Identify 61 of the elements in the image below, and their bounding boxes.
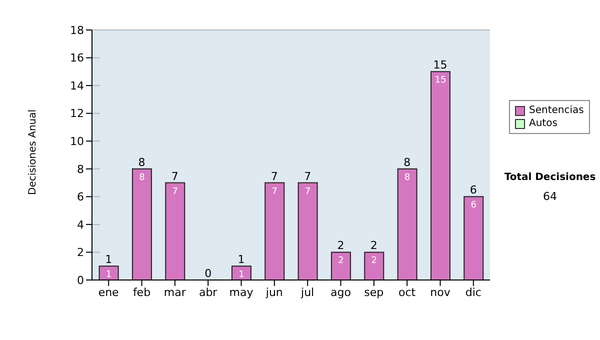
y-tick-label: 2 [77,246,84,260]
data-label: 8 [139,172,146,183]
x-tick-label: may [229,286,254,299]
total-label: 8 [138,156,146,169]
total-label: 7 [304,170,312,183]
total-label: 7 [171,170,178,183]
total-label: 2 [370,239,378,252]
data-label: 1 [106,270,112,280]
bar [464,196,484,280]
total-label: 0 [204,267,212,280]
bar [364,252,384,280]
y-tick-label: 6 [77,190,84,204]
data-label: 7 [172,186,178,197]
data-label: 15 [434,76,446,86]
x-tick-label: oct [398,286,416,299]
bar [231,266,252,280]
data-label: 2 [338,256,344,266]
x-tick-label: dic [465,286,482,299]
x-tick-label: jul [300,286,314,299]
bar [132,168,152,280]
y-tick-label: 8 [77,162,84,176]
x-tick-label: jun [264,286,283,299]
y-tick-label: 12 [70,107,84,120]
bar [165,182,186,280]
total-label: 1 [105,253,112,266]
data-label: 7 [272,186,278,197]
data-label: 6 [470,200,477,211]
bar [330,252,351,280]
total-label: 7 [270,170,278,183]
total-label: 15 [433,58,448,72]
bar [397,168,418,280]
y-tick-label: 16 [70,52,84,65]
bar [298,182,318,280]
x-tick-label: ene [98,286,120,299]
total-label: 2 [337,239,344,252]
total-label: 1 [238,253,245,266]
x-tick-label: sep [364,286,384,299]
y-tick-label: 18 [70,24,84,37]
bar [98,266,119,280]
data-label: 7 [304,186,311,197]
data-label: 1 [238,270,244,280]
total-label: 8 [404,156,411,169]
x-tick-label: mar [164,286,186,299]
text: Total Decisiones [503,172,597,183]
data-label: 2 [371,256,377,266]
y-axis-title: Decisiones Anual [28,109,39,195]
text: 64 [542,190,558,203]
x-tick-label: ago [330,286,352,299]
x-tick-label: feb [132,286,151,299]
y-tick-label: 10 [70,135,84,148]
x-tick-label: abr [198,286,218,299]
legend-label: Autos [529,117,558,130]
x-tick-label: nov [430,286,451,299]
legend-label: Sentencias [529,104,584,117]
bar [430,71,450,280]
total-label: 6 [470,184,477,197]
y-tick-label: 0 [77,274,84,287]
data-label: 8 [404,172,410,183]
y-tick-label: 14 [70,79,84,92]
y-tick-label: 4 [77,218,84,232]
bar [264,182,285,280]
